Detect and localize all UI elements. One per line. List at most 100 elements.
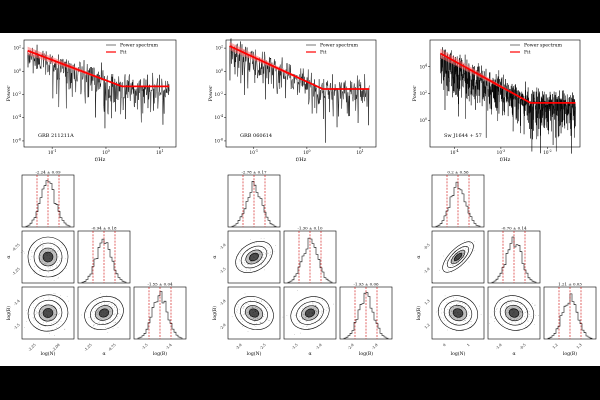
contour-level — [493, 295, 535, 331]
fit-line — [439, 52, 576, 104]
legend-label: Fit — [320, 50, 327, 56]
y-tick-label: 10-4 — [13, 114, 21, 120]
contour-level — [296, 301, 324, 325]
y-tick-label: -1.4 — [13, 298, 21, 306]
power-spectrum-line — [229, 37, 370, 143]
panel-label: GRB 211211A — [38, 133, 74, 139]
y-tick-label: -1.5 — [219, 266, 227, 274]
figure: 10-1 100 101 10-6 10-4 10-2 100 102 f/Hz Power GRB… — [0, 33, 600, 366]
y-tick-label: -1.0 — [423, 266, 431, 274]
contour-level — [249, 252, 259, 262]
y-tick-label: 10-6 — [13, 137, 21, 143]
power-spectrum-panel-2 — [224, 37, 377, 149]
y-tick-label: 10-2 — [13, 91, 21, 97]
x-tick-label: 10-1 — [48, 149, 56, 155]
x-axis-label: log(B) — [153, 350, 167, 357]
x-tick-label: 1.2 — [552, 343, 559, 350]
y-tick-label: -2.0 — [219, 322, 227, 330]
x-axis-label: log(N) — [41, 350, 56, 357]
y-tick-label: 102 — [420, 90, 427, 96]
y-tick-label: 1.3 — [424, 298, 431, 305]
y-axis-label: α — [7, 255, 12, 258]
x-tick-label: -1.9 — [371, 342, 379, 350]
contour-level — [499, 300, 529, 326]
x-tick-label: -1.0 — [495, 342, 503, 350]
contour-level — [42, 251, 54, 263]
y-tick-label: 100 — [420, 117, 427, 123]
y-tick-label: 10-6 — [215, 137, 223, 143]
x-tick-label: 1 — [466, 343, 470, 347]
x-tick-label: -2.25 — [27, 342, 37, 352]
figure-canvas: 10-1 100 101 10-6 10-4 10-2 100 102 f/Hz Power GRB… — [5, 37, 597, 357]
marginal-title: -1.93 ± 0.06 — [353, 282, 379, 287]
x-tick-label: -1.0 — [315, 342, 323, 350]
contour-level — [442, 241, 474, 273]
power-spectrum-panel-3 — [428, 39, 581, 154]
corner-plot-1 — [20, 174, 187, 340]
y-tick-label: -1.5 — [13, 322, 21, 330]
fit-band — [27, 46, 170, 87]
axes-frame — [23, 39, 177, 148]
contour-level — [508, 308, 520, 318]
y-tick-label: -0.5 — [423, 242, 431, 250]
x-tick-label: 10-3 — [497, 149, 505, 155]
y-tick-label: 10-4 — [215, 114, 223, 120]
marginal-title: 1.21 ± 0.03 — [558, 282, 582, 287]
contour-level — [42, 308, 54, 318]
y-axis-label: Power — [412, 85, 418, 101]
contour-level — [443, 300, 473, 326]
x-tick-label: -0.5 — [519, 342, 527, 350]
y-tick-label: 100 — [216, 68, 223, 74]
y-axis-label: α — [417, 255, 422, 258]
x-tick-label: -2.5 — [259, 342, 267, 350]
marginal-title: -2.78 ± 0.17 — [241, 170, 267, 175]
x-tick-label: -2.0 — [347, 342, 355, 350]
legend-label: Fit — [524, 50, 531, 56]
contour-level — [240, 245, 268, 269]
x-tick-label: -1.5 — [291, 342, 299, 350]
x-tick-label: 10-4 — [450, 149, 458, 155]
panel-label: Sw J1644 + 57 — [444, 133, 482, 139]
y-axis-label: log(B) — [415, 306, 422, 320]
marginal-title: -0.94 ± 0.18 — [91, 226, 117, 231]
x-axis-label: log(B) — [563, 350, 577, 357]
marginal-title: -2.24 ± 0.09 — [35, 170, 61, 175]
contour-level — [90, 301, 118, 325]
x-axis-label: α — [512, 352, 515, 357]
x-tick-label: -1.4 — [165, 342, 173, 350]
x-tick-label: 101 — [356, 149, 363, 155]
fit-line — [229, 45, 370, 90]
corner-plot-3 — [431, 174, 597, 340]
y-axis-label: log(B) — [5, 306, 12, 320]
marginal-title: -0.70 ± 0.14 — [501, 226, 527, 231]
contour-level — [437, 295, 479, 331]
x-tick-label: -2.00 — [51, 342, 61, 352]
contour-level — [98, 308, 110, 318]
x-axis-label: α — [102, 352, 105, 357]
x-tick-label: 100 — [303, 149, 310, 155]
x-tick-label: 101 — [156, 149, 163, 155]
y-tick-label: 1.2 — [424, 323, 431, 330]
x-tick-label: 0 — [442, 342, 447, 347]
x-tick-label: -3.0 — [235, 342, 243, 350]
legend-label: Power spectrum — [320, 43, 359, 49]
x-tick-label: -0.75 — [107, 342, 117, 352]
x-tick-label: 10-1 — [250, 149, 258, 155]
legend-label: Power spectrum — [524, 43, 563, 49]
y-axis-label: α — [213, 255, 218, 258]
y-axis-label: log(B) — [211, 306, 218, 320]
contour-level — [27, 294, 69, 332]
y-tick-label: 102 — [216, 45, 223, 51]
x-tick-label: 10-2 — [543, 149, 551, 155]
y-tick-label: -0.75 — [11, 242, 21, 252]
x-axis-label: log(N) — [451, 350, 466, 357]
y-tick-label: 10-2 — [215, 91, 223, 97]
joint-frame — [21, 286, 75, 340]
marginal-title: 0.2 ± 0.56 — [447, 170, 469, 175]
y-tick-label: 102 — [14, 45, 21, 51]
fit-line — [27, 49, 170, 88]
x-tick-label: -1.5 — [141, 342, 149, 350]
x-axis-label: log(B) — [359, 350, 373, 357]
y-tick-label: -1.0 — [219, 242, 227, 250]
y-axis-label: Power — [6, 85, 12, 101]
